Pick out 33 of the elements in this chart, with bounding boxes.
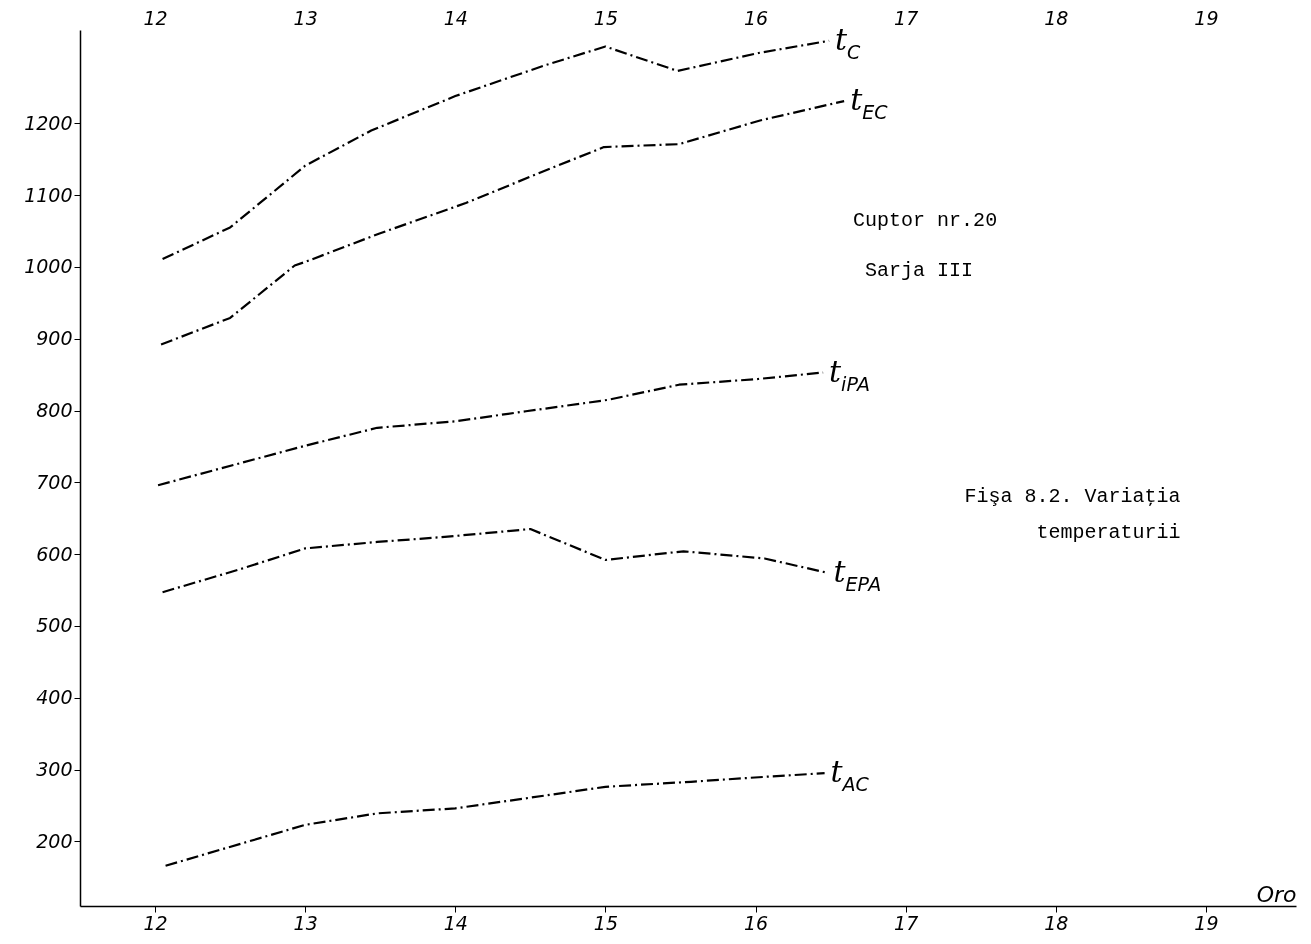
x-tick-label: 15 xyxy=(593,911,619,934)
x-tick-label: 16 xyxy=(743,911,769,934)
x-tick-label: 17 xyxy=(894,911,919,934)
x-tick-label: 12 xyxy=(143,911,168,934)
x2-tick-label: 15 xyxy=(593,6,619,29)
y-tick-label: 700 xyxy=(36,470,73,493)
x-tick-label: 13 xyxy=(293,911,318,934)
x-axis-title: Oro xyxy=(1256,881,1297,907)
y-tick-label: 1200 xyxy=(24,111,73,134)
y-tick-label: 400 xyxy=(36,686,73,709)
x2-tick-label: 18 xyxy=(1044,6,1069,29)
x2-tick-label: 16 xyxy=(743,6,769,29)
x2-tick-label: 12 xyxy=(143,6,168,29)
y-tick-label: 600 xyxy=(36,542,73,565)
y-tick-label: 1100 xyxy=(24,183,73,206)
y-tick-label: 900 xyxy=(36,327,73,350)
line-series xyxy=(159,99,846,346)
x-tick-label: 19 xyxy=(1194,911,1219,934)
x-tick-label: 18 xyxy=(1044,911,1069,934)
x2-tick-label: 17 xyxy=(894,6,919,29)
x2-tick-label: 14 xyxy=(443,6,468,29)
x2-tick-label: 13 xyxy=(293,6,318,29)
y-tick-label: 1000 xyxy=(24,255,73,278)
annotation: Sarja III xyxy=(865,258,974,282)
x-tick-label: 14 xyxy=(443,911,468,934)
y-tick-label: 200 xyxy=(36,829,73,852)
x2-tick-label: 19 xyxy=(1194,6,1219,29)
y-tick-label: 800 xyxy=(36,399,73,422)
annotation: Cuptor nr.20 xyxy=(853,208,998,232)
y-tick-label: 300 xyxy=(36,758,73,781)
line-series xyxy=(164,772,826,867)
annotation: Fişa 8.2. Variaţia temperaturii xyxy=(964,484,1181,544)
y-tick-label: 500 xyxy=(36,614,73,637)
